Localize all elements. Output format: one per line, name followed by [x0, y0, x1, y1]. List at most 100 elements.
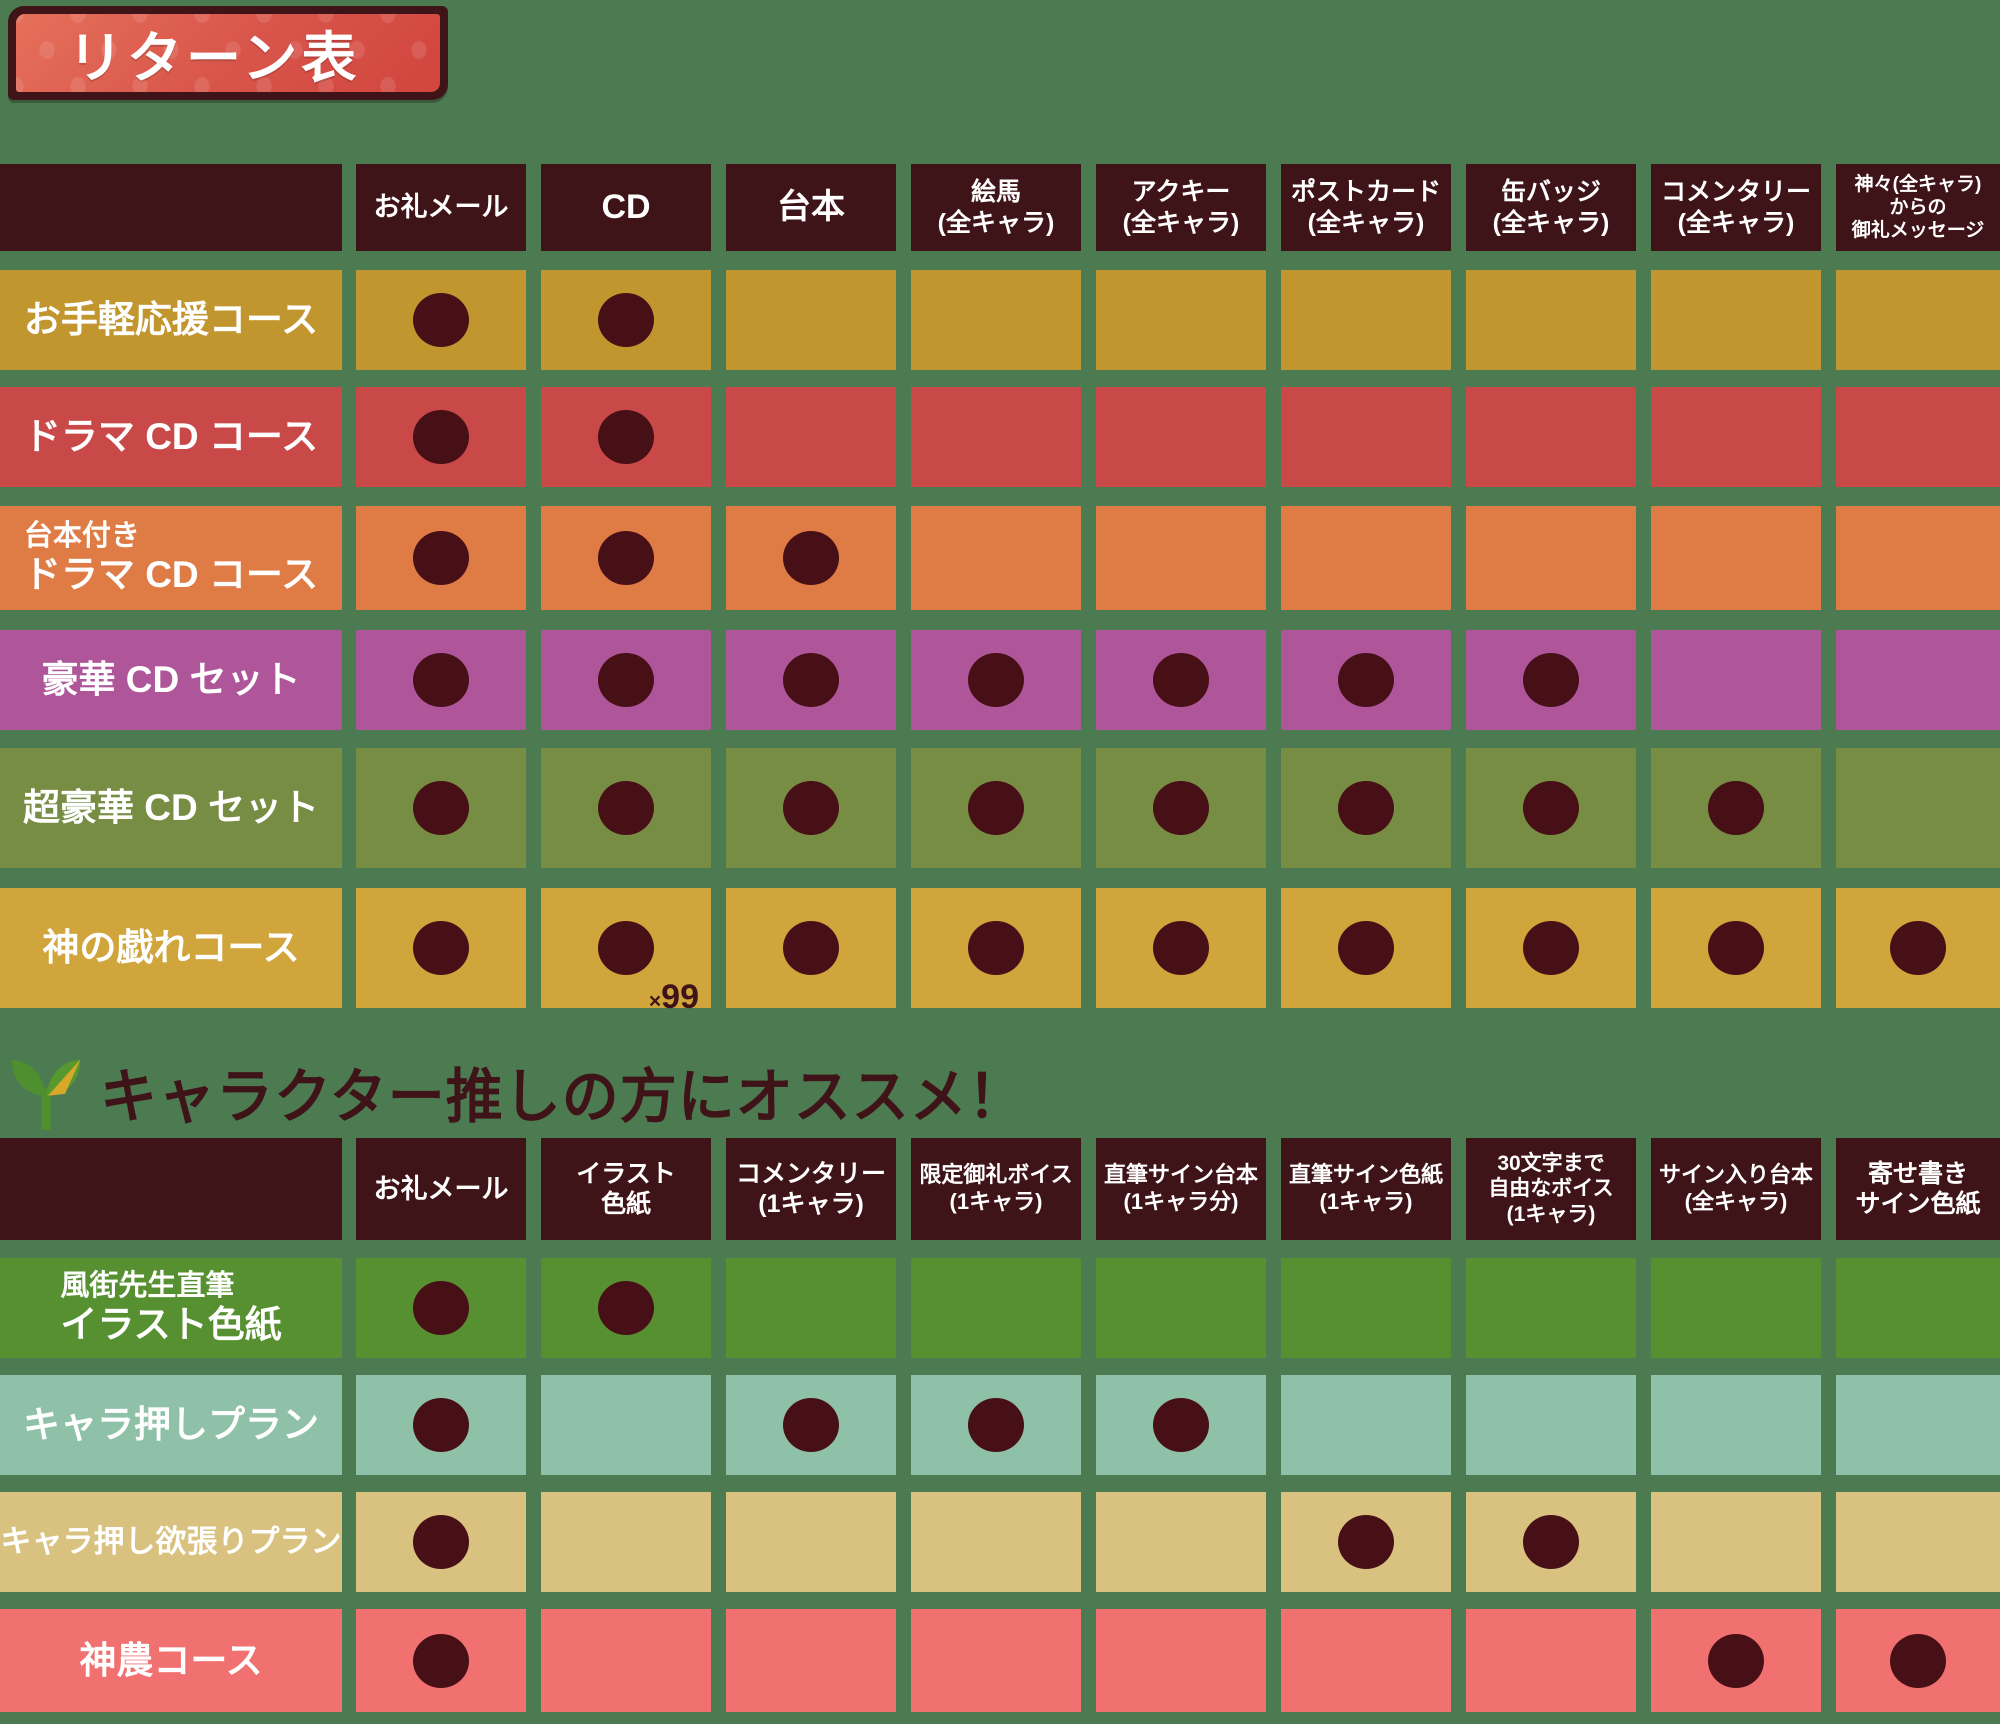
- reward-cell: [1651, 748, 1821, 868]
- reward-cell: [1836, 270, 2000, 370]
- page-title-banner-pattern: リターン表: [16, 14, 440, 92]
- reward-cell: [1651, 630, 1821, 730]
- header-cell-line: アクキー: [1131, 178, 1231, 206]
- course-label-line: ドラマ CD コース: [23, 554, 319, 596]
- reward-cell: [356, 270, 526, 370]
- reward-cell: [1466, 506, 1636, 610]
- included-dot: [1338, 781, 1394, 835]
- header-cell-line: 御礼メッセージ: [1851, 220, 1985, 242]
- reward-cell: [726, 270, 896, 370]
- header-cell-4: 絵馬 (全キャラ): [911, 164, 1081, 251]
- included-dot: [598, 653, 654, 707]
- header-cell-line: 絵馬: [970, 178, 1021, 206]
- reward-cell: [911, 1258, 1081, 1358]
- reward-cell: [911, 387, 1081, 487]
- header-cell-line: 寄せ書き: [1867, 1159, 1968, 1188]
- course-label-lines: 風街先生直筆 イラスト色紙: [60, 1269, 281, 1347]
- reward-cell: [356, 1609, 526, 1712]
- course-label-lines: ドラマ CD コース: [24, 415, 318, 459]
- course-label-line: 台本付き: [23, 520, 140, 553]
- reward-cell: [1651, 1258, 1821, 1358]
- reward-cell: [541, 387, 711, 487]
- course-label-line: 風街先生直筆: [60, 1270, 235, 1303]
- header-corner-cell: [0, 1138, 342, 1240]
- reward-cell: [356, 888, 526, 1008]
- reward-cell: [911, 1609, 1081, 1712]
- header-cell-line: コメンタリー: [1660, 178, 1811, 206]
- header-corner-cell: [0, 164, 342, 251]
- reward-cell: [1466, 387, 1636, 487]
- reward-cell: [356, 1492, 526, 1592]
- course-label: 豪華 CD セット: [0, 630, 342, 730]
- reward-cell: [541, 506, 711, 610]
- included-dot: [413, 1633, 469, 1688]
- included-dot: [413, 781, 469, 835]
- header-cell-line: 30文字まで: [1497, 1151, 1605, 1175]
- included-dot: [413, 653, 469, 707]
- reward-cell: [911, 630, 1081, 730]
- header-cell-line: (1キャラ): [949, 1189, 1043, 1214]
- header-cell-2: イラスト 色紙: [541, 1138, 711, 1240]
- included-dot: [413, 1398, 469, 1452]
- reward-cell: [356, 630, 526, 730]
- course-label-lines: 豪華 CD セット: [42, 658, 301, 702]
- header-cell-line: (全キャラ): [1677, 208, 1795, 237]
- reward-cell: [1096, 630, 1266, 730]
- included-dot: [598, 410, 654, 464]
- reward-cell: [1281, 630, 1451, 730]
- reward-cell: [726, 1492, 896, 1592]
- reward-cell: [356, 387, 526, 487]
- header-cell-line: 限定御礼ボイス: [919, 1162, 1073, 1188]
- reward-cell: [1466, 630, 1636, 730]
- reward-cell: [1096, 748, 1266, 868]
- section2-heading-text: キャラクター推しの方にオススメ！: [100, 1063, 1026, 1131]
- header-cell-line: (全キャラ): [1307, 208, 1425, 237]
- header-cell-5: 直筆サイン台本 (1キャラ分): [1096, 1138, 1266, 1240]
- course-label-line: キャラ押し欲張りプラン: [0, 1523, 342, 1559]
- included-dot: [783, 531, 839, 585]
- reward-cell: [1281, 270, 1451, 370]
- course-label-line: 神の戯れコース: [42, 927, 300, 969]
- included-dot: [413, 531, 469, 585]
- section2-heading: キャラクター推しの方にオススメ！: [8, 1054, 1026, 1130]
- header-cell-line: (1キャラ分): [1123, 1189, 1239, 1214]
- course-label-line: ドラマ CD コース: [23, 416, 319, 458]
- reward-cell: [541, 1258, 711, 1358]
- header-cell-line: 直筆サイン台本: [1103, 1162, 1258, 1188]
- header-cell-line: お礼メール: [373, 192, 509, 223]
- reward-cell: [1281, 506, 1451, 610]
- reward-cell: [1281, 1375, 1451, 1475]
- reward-cell: [726, 506, 896, 610]
- included-dot: [783, 921, 839, 975]
- reward-cell: [1836, 506, 2000, 610]
- reward-cell: [911, 748, 1081, 868]
- course-label-lines: お手軽応援コース: [24, 298, 318, 342]
- reward-cell: [1281, 1258, 1451, 1358]
- reward-cell: [726, 1609, 896, 1712]
- course-label-line: 超豪華 CD セット: [23, 787, 319, 829]
- included-dot: [783, 1398, 839, 1452]
- included-dot: [1523, 653, 1579, 707]
- included-dot: [1338, 921, 1394, 975]
- reward-cell: [911, 1492, 1081, 1592]
- reward-cell: [356, 748, 526, 868]
- included-dot: [1523, 921, 1579, 975]
- reward-cell: [1096, 1375, 1266, 1475]
- included-dot: [413, 410, 469, 464]
- reward-cell: [1836, 1375, 2000, 1475]
- course-label: 神農コース: [0, 1609, 342, 1712]
- included-dot: [1708, 781, 1764, 835]
- course-label: 超豪華 CD セット: [0, 748, 342, 868]
- included-dot: [783, 653, 839, 707]
- reward-cell: [726, 1258, 896, 1358]
- reward-cell: [1651, 888, 1821, 1008]
- reward-cell: [356, 1375, 526, 1475]
- reward-cell: [541, 1375, 711, 1475]
- course-label-line: イラスト色紙: [60, 1304, 282, 1346]
- header-cell-7: 30文字まで 自由なボイス (1キャラ): [1466, 1138, 1636, 1240]
- included-dot: [1890, 921, 1946, 975]
- reward-cell: [1466, 888, 1636, 1008]
- included-dot: [783, 781, 839, 835]
- header-cell-line: 台本: [777, 187, 845, 226]
- reward-cell: [541, 270, 711, 370]
